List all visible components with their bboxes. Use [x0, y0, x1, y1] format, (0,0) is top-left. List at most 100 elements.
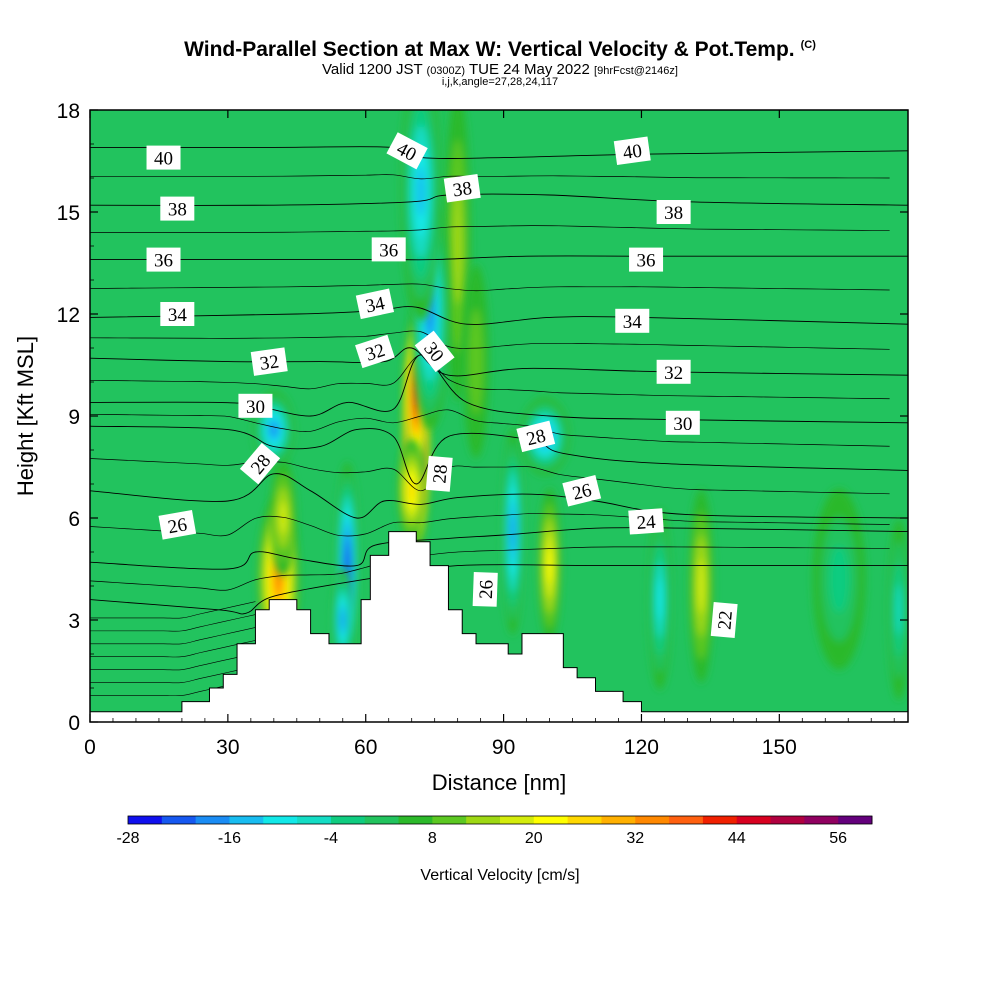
contour-label-box	[710, 602, 738, 638]
isentrope-36	[90, 255, 908, 261]
contour-label-box	[371, 237, 406, 262]
contour-label: 36	[146, 247, 181, 272]
colorbar-swatch	[669, 816, 704, 824]
colorbar-swatch	[364, 816, 400, 824]
x-tick-label: 120	[624, 736, 659, 759]
contour-label-text: 28	[524, 425, 548, 450]
colorbar-swatch	[838, 816, 873, 824]
contour-label-text: 26	[166, 514, 188, 538]
contour-label: 34	[355, 288, 395, 320]
colorbar-tick-label: -28	[116, 830, 139, 847]
colorbar-swatch	[702, 816, 738, 824]
copyright-mark: (C)	[800, 39, 816, 51]
velocity-cell	[648, 509, 672, 691]
y-tick-label: 18	[57, 100, 80, 123]
isentrope-low	[90, 653, 256, 671]
isentrope-intermediate	[90, 409, 890, 447]
y-tick-label: 15	[57, 202, 80, 225]
velocity-band	[279, 501, 287, 535]
colorbar-swatch	[398, 816, 433, 824]
colorbar-tick-label: 32	[626, 830, 644, 847]
velocity-cell	[462, 264, 490, 459]
contour-label-box	[443, 173, 481, 203]
contour-label-box	[472, 571, 498, 607]
isentrope-low	[90, 665, 256, 684]
valid-time-line: Valid 1200 JST (0300Z) TUE 24 May 2022 […	[0, 61, 1000, 78]
contour-label-box	[239, 442, 281, 485]
contour-label: 26	[562, 475, 602, 507]
contour-label-box	[250, 347, 288, 376]
contour-label-box	[613, 136, 651, 166]
colorbar-tick-label: 56	[829, 830, 847, 847]
contour-label-text: 36	[154, 251, 173, 272]
y-tick-label: 9	[68, 406, 80, 429]
colorbar-swatch	[432, 816, 467, 824]
isentrope-intermediate	[90, 225, 890, 233]
contour-label-box	[628, 508, 664, 535]
x-tick-label: 0	[84, 736, 96, 759]
contour-label-box	[146, 145, 181, 170]
forecast-info: [9hrFcst@2146z]	[594, 65, 678, 77]
contour-label: 22	[710, 602, 738, 638]
velocity-band	[895, 583, 902, 636]
velocity-cell	[397, 439, 426, 543]
contour-label-text: 32	[259, 351, 281, 374]
isentrope-low	[90, 627, 256, 645]
isentrope-intermediate	[90, 283, 890, 292]
x-axis: 0 30 60 90 120 150	[84, 110, 895, 759]
contour-label: 34	[615, 308, 650, 333]
colorbar-title: Vertical Velocity [cm/s]	[420, 867, 579, 884]
velocity-band	[452, 187, 463, 305]
contour-label-text: 34	[168, 305, 188, 326]
contour-label: 32	[250, 347, 288, 376]
chart-title: Wind-Parallel Section at Max W: Vertical…	[0, 38, 1000, 62]
contour-label-text: 26	[476, 580, 498, 600]
colorbar-tick-label: -4	[324, 830, 338, 847]
contour-label-text: 30	[246, 397, 265, 418]
colorbar-swatch	[263, 816, 298, 824]
y-tick-label: 0	[68, 712, 80, 735]
x-axis-title: Distance [nm]	[432, 770, 567, 795]
contour-label-box	[414, 330, 455, 373]
x-tick-label: 60	[354, 736, 377, 759]
valid-date: TUE 24 May 2022	[468, 61, 590, 78]
contour-label-box	[355, 288, 395, 320]
y-tick-label: 6	[68, 508, 80, 531]
isentrope-intermediate	[90, 354, 890, 400]
contour-label: 36	[629, 247, 664, 272]
contour-label: 28	[516, 420, 556, 453]
colorbar-tick-label: 44	[728, 830, 746, 847]
contour-label: 36	[371, 237, 406, 262]
velocity-cell	[538, 488, 561, 644]
x-tick-label: 90	[492, 736, 515, 759]
velocity-cell	[400, 110, 441, 321]
isentrope-intermediate	[90, 546, 890, 591]
colorbar-swatch	[770, 816, 805, 824]
contour-label-text: 34	[623, 312, 643, 333]
contour-label-box	[160, 302, 195, 326]
potential-temperature-contours	[90, 146, 908, 697]
velocity-cell	[269, 459, 297, 577]
contour-label-box	[516, 420, 556, 453]
y-axis-title: Height [Kft MSL]	[13, 336, 38, 496]
velocity-band	[416, 166, 425, 217]
contour-label-text: 34	[364, 293, 387, 318]
contour-label: 28	[425, 455, 453, 492]
colorbar-swatch	[297, 816, 332, 824]
isentrope-34	[90, 306, 908, 325]
contour-label-box	[158, 510, 197, 540]
colorbar-swatch	[804, 816, 839, 824]
colorbar-swatch	[466, 816, 501, 824]
contour-label: 38	[656, 200, 691, 224]
contour-label-text: 26	[570, 480, 594, 505]
contour-label-box	[656, 359, 691, 384]
contour-label: 38	[443, 173, 481, 203]
contour-label-box	[615, 308, 650, 333]
contour-label-text: 24	[636, 512, 657, 534]
colorbar-swatch	[736, 816, 772, 824]
isentrope-intermediate	[90, 174, 890, 180]
